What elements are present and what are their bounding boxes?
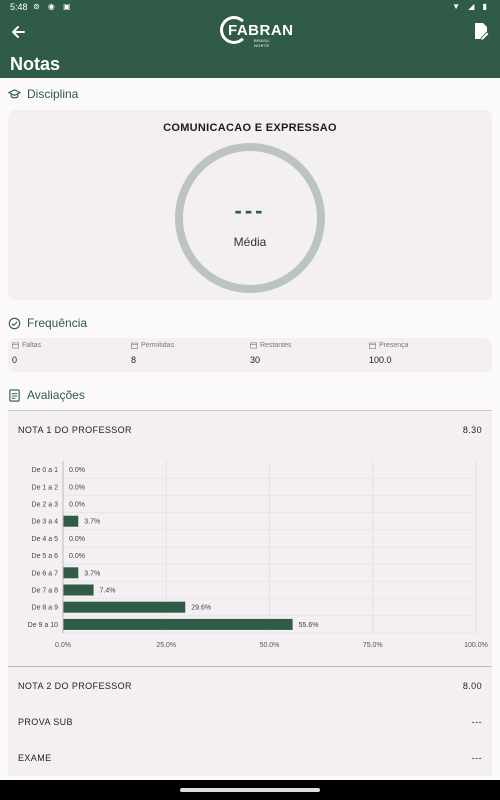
- data-label: 3.7%: [84, 570, 100, 577]
- category-label: De 6 a 7: [32, 570, 59, 577]
- eval-label: EXAME: [18, 753, 52, 763]
- bar: [63, 515, 79, 527]
- eval-label: NOTA 2 DO PROFESSOR: [18, 681, 132, 691]
- category-label: De 8 a 9: [32, 605, 59, 612]
- check-circle-icon: [8, 317, 21, 329]
- media-label: Média: [233, 235, 267, 249]
- section-label: Avaliações: [27, 388, 85, 402]
- eval-row-nota1[interactable]: NOTA 1 DO PROFESSOR 8.30: [18, 425, 482, 435]
- document-icon: [9, 388, 20, 402]
- x-tick-label: 0.0%: [55, 642, 71, 649]
- data-label: 0.0%: [69, 536, 85, 543]
- data-label: 0.0%: [69, 502, 85, 509]
- freq-value: 8: [131, 355, 137, 365]
- media-value: ---: [234, 198, 266, 223]
- x-tick-label: 75.0%: [363, 642, 383, 649]
- bar: [63, 584, 94, 596]
- data-label: 0.0%: [69, 467, 85, 474]
- status-time: 5:48: [10, 2, 28, 12]
- category-label: De 7 a 8: [32, 588, 59, 595]
- eval-value: ---: [471, 753, 482, 763]
- freq-permitidas: Permitidas 8: [131, 342, 241, 365]
- eval-row-prova-sub[interactable]: PROVA SUB ---: [18, 717, 482, 727]
- status-icons-right: ▼ ◢ ▮: [452, 2, 490, 11]
- table-icon: [250, 342, 257, 349]
- data-label: 3.7%: [84, 519, 100, 526]
- category-label: De 4 a 5: [32, 536, 59, 543]
- bar: [63, 567, 79, 579]
- eval-value: 8.30: [462, 425, 482, 435]
- x-tick-label: 25.0%: [156, 642, 176, 649]
- freq-value: 0: [12, 355, 18, 365]
- divider: [8, 666, 492, 667]
- x-tick-label: 100.0%: [464, 642, 488, 649]
- edit-document-icon[interactable]: [472, 22, 490, 41]
- freq-label: Restantes: [260, 342, 292, 349]
- discipline-name: COMUNICACAO E EXPRESSAO: [163, 122, 337, 134]
- category-label: De 0 a 1: [32, 467, 59, 474]
- category-label: De 1 a 2: [32, 484, 59, 491]
- status-bar: 5:48 ⊚ ◉ ▣ ▼ ◢ ▮: [0, 0, 500, 14]
- eval-value: ---: [471, 717, 482, 727]
- status-icons-left: ⊚ ◉ ▣: [33, 2, 74, 11]
- page-title: Notas: [10, 54, 61, 74]
- eval-label: PROVA SUB: [18, 717, 73, 727]
- eval-value: 8.00: [462, 681, 482, 691]
- calendar-icon: [131, 342, 138, 349]
- back-arrow-icon[interactable]: [8, 22, 28, 42]
- data-label: 0.0%: [69, 553, 85, 560]
- section-label: Frequência: [27, 316, 88, 330]
- data-label: 29.6%: [191, 605, 211, 612]
- bar: [63, 618, 293, 630]
- bar: [63, 601, 186, 613]
- avaliacoes-card: NOTA 1 DO PROFESSOR 8.30 0.0% 25.0% 50.0% 7…: [8, 410, 492, 776]
- data-label: 55.6%: [299, 622, 319, 629]
- fabran-logo: FABRAN BRASIL NORTE: [220, 16, 293, 48]
- x-tick-label: 50.0%: [260, 642, 280, 649]
- freq-value: 100.0: [369, 355, 392, 365]
- graduation-cap-icon: [8, 88, 21, 98]
- category-label: De 5 a 6: [32, 553, 59, 560]
- data-label: 0.0%: [69, 484, 85, 491]
- freq-label: Presença: [379, 342, 409, 349]
- section-label: Disciplina: [27, 87, 79, 101]
- eval-label: NOTA 1 DO PROFESSOR: [18, 425, 132, 435]
- section-avaliacoes: Avaliações: [8, 386, 85, 404]
- logo-text: FABRAN: [228, 22, 294, 39]
- grade-distribution-chart: 0.0% 25.0% 50.0% 75.0% 100.0% De 0 a 1 0.0% De …: [28, 461, 488, 649]
- table-icon: [12, 342, 19, 349]
- eval-row-exame[interactable]: EXAME ---: [18, 753, 482, 763]
- logo-subtext: BRASIL NORTE: [254, 38, 270, 48]
- calendar-icon: [369, 342, 376, 349]
- frequencia-card: Faltas 0 Permitidas 8 Restantes 30 Prese…: [8, 338, 492, 372]
- system-navigation-bar: [0, 780, 500, 800]
- freq-faltas: Faltas 0: [12, 342, 122, 365]
- freq-value: 30: [250, 355, 261, 365]
- app-header: 5:48 ⊚ ◉ ▣ ▼ ◢ ▮ FABRAN BRASIL NORTE Not…: [0, 0, 500, 78]
- data-label: 7.4%: [100, 588, 116, 595]
- freq-presenca: Presença 100.0: [369, 342, 479, 365]
- freq-label: Permitidas: [141, 342, 175, 349]
- disciplina-card: COMUNICACAO E EXPRESSAO --- Média: [8, 110, 492, 300]
- freq-restantes: Restantes 30: [250, 342, 360, 365]
- eval-row-nota2[interactable]: NOTA 2 DO PROFESSOR 8.00: [18, 681, 482, 691]
- category-label: De 9 a 10: [28, 622, 58, 629]
- media-ring: [175, 143, 325, 293]
- freq-label: Faltas: [22, 342, 42, 349]
- section-disciplina: Disciplina: [8, 85, 78, 103]
- home-indicator[interactable]: [180, 788, 320, 792]
- category-label: De 2 a 3: [32, 502, 59, 509]
- section-frequencia: Frequência: [8, 314, 87, 332]
- category-label: De 3 a 4: [32, 519, 59, 526]
